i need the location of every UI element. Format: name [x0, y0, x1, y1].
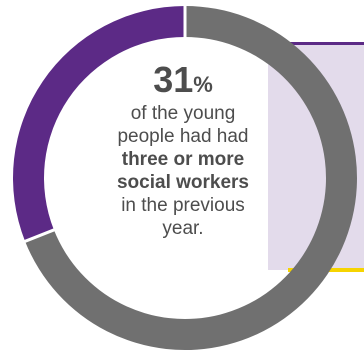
callout-line-2: people had had	[117, 126, 249, 147]
callout-line-3: three or more	[121, 149, 245, 170]
stat-line: 31%	[98, 58, 268, 102]
callout-line-5: in the previous	[121, 195, 245, 216]
donut-slice-highlight	[12, 6, 186, 242]
stat-unit: %	[193, 72, 213, 97]
slice-separator-2	[22, 227, 57, 244]
stat-value: 31	[153, 59, 194, 100]
callout-line-4: social workers	[116, 172, 250, 193]
callout-line-1: of the young	[130, 103, 236, 124]
callout-line-6: year.	[162, 218, 204, 239]
donut-center-label: 31% of the young people had had three or…	[98, 58, 268, 240]
